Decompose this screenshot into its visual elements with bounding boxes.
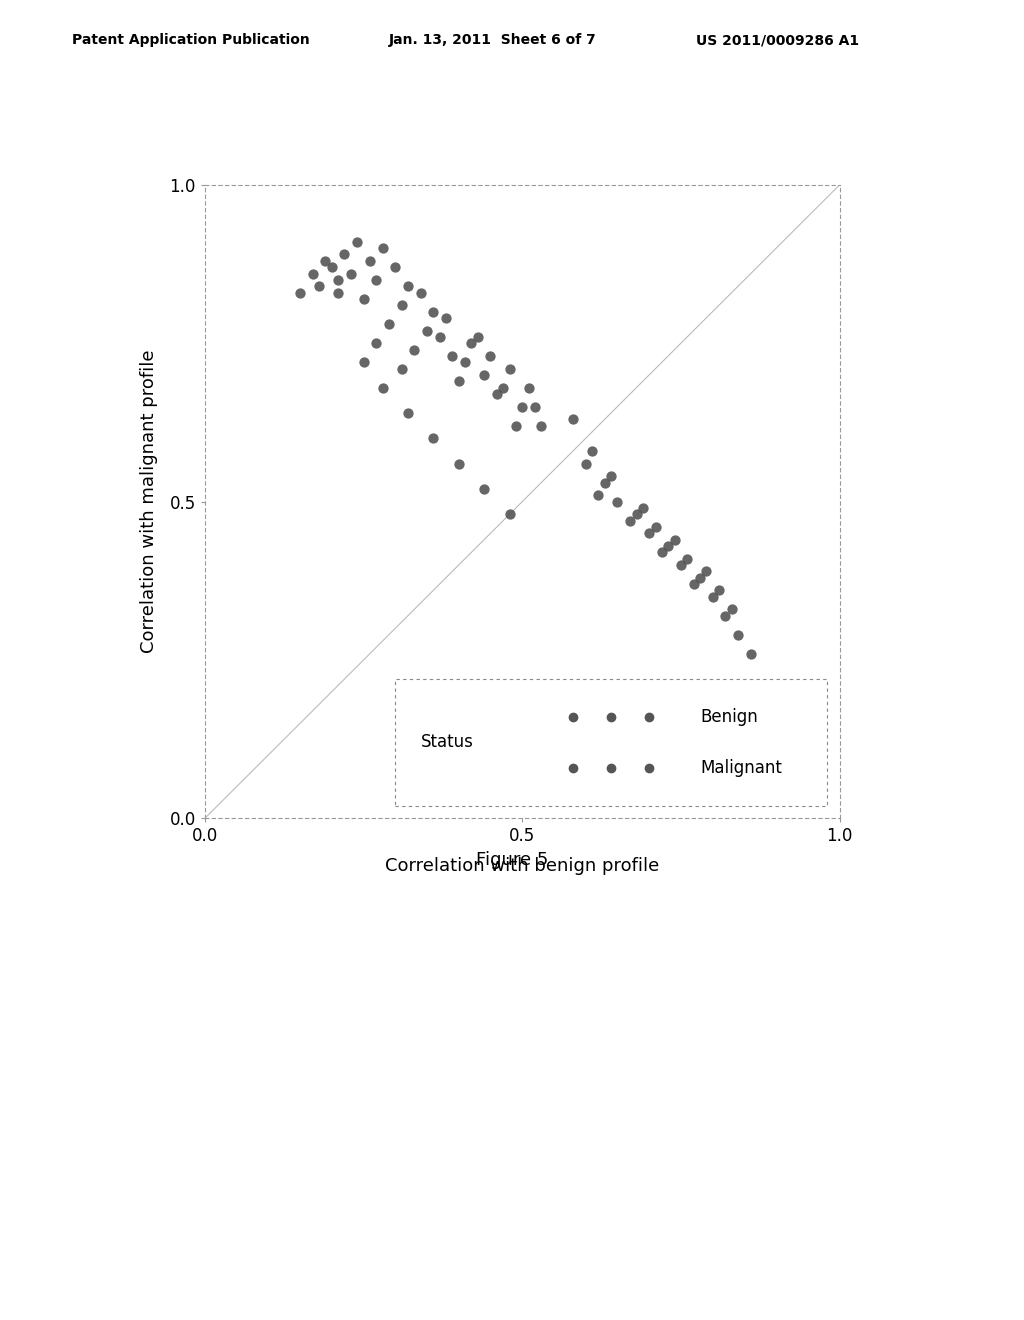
Point (685, 573, 701, 594)
Point (653, 541, 670, 562)
Point (375, 378, 391, 399)
Point (444, 346, 461, 367)
Point (381, 314, 397, 335)
Point (629, 504, 645, 525)
Point (330, 269, 346, 290)
Point (425, 301, 441, 322)
Point (724, 599, 740, 620)
Point (526, 396, 543, 417)
Point (375, 238, 391, 259)
Point (451, 453, 467, 474)
Point (508, 414, 524, 436)
Point (502, 504, 518, 525)
Point (399, 403, 416, 424)
Point (311, 276, 328, 297)
Point (660, 536, 677, 557)
Point (590, 484, 606, 506)
Point (488, 383, 505, 404)
Point (343, 263, 359, 284)
Point (317, 251, 334, 272)
Point (413, 282, 429, 304)
Point (399, 276, 416, 297)
Text: Status: Status (421, 734, 473, 751)
Text: Benign: Benign (700, 708, 758, 726)
Point (679, 548, 695, 569)
Point (711, 579, 727, 601)
Point (578, 453, 594, 474)
Point (565, 409, 582, 430)
Point (304, 263, 321, 284)
Point (742, 643, 759, 664)
Point (520, 378, 537, 399)
Point (502, 358, 518, 379)
Point (438, 308, 455, 329)
Text: Figure 5: Figure 5 (476, 851, 548, 870)
Point (355, 351, 372, 372)
Point (667, 529, 683, 550)
Point (584, 441, 600, 462)
Point (330, 282, 346, 304)
Point (393, 358, 410, 379)
Text: Malignant: Malignant (700, 759, 782, 776)
Point (698, 561, 715, 582)
Point (407, 339, 423, 360)
Point (368, 333, 384, 354)
Point (349, 231, 366, 252)
Point (730, 624, 746, 645)
Point (361, 251, 378, 272)
Point (292, 282, 308, 304)
Point (336, 244, 352, 265)
Point (534, 414, 550, 436)
Point (622, 510, 638, 531)
Point (692, 568, 709, 589)
Point (419, 319, 435, 341)
Point (324, 256, 340, 277)
Point (476, 364, 493, 385)
Point (451, 371, 467, 392)
Point (368, 269, 384, 290)
Point (641, 523, 657, 544)
Point (705, 586, 721, 607)
Point (463, 333, 479, 354)
Point (482, 346, 499, 367)
Point (457, 351, 473, 372)
Point (495, 378, 511, 399)
Point (470, 326, 486, 347)
Point (673, 554, 689, 576)
Point (393, 294, 410, 315)
Text: Jan. 13, 2011  Sheet 6 of 7: Jan. 13, 2011 Sheet 6 of 7 (389, 33, 597, 48)
X-axis label: Correlation with benign profile: Correlation with benign profile (385, 857, 659, 875)
Point (647, 516, 664, 537)
Point (609, 491, 626, 512)
Point (597, 473, 613, 494)
Point (431, 326, 447, 347)
Point (635, 498, 651, 519)
Point (387, 256, 403, 277)
Point (717, 605, 733, 626)
Y-axis label: Correlation with malignant profile: Correlation with malignant profile (140, 350, 159, 653)
Point (355, 288, 372, 309)
Text: Patent Application Publication: Patent Application Publication (72, 33, 309, 48)
Point (425, 428, 441, 449)
Point (514, 396, 530, 417)
FancyBboxPatch shape (395, 678, 827, 805)
Point (603, 466, 620, 487)
Point (476, 478, 493, 499)
Text: US 2011/0009286 A1: US 2011/0009286 A1 (696, 33, 859, 48)
